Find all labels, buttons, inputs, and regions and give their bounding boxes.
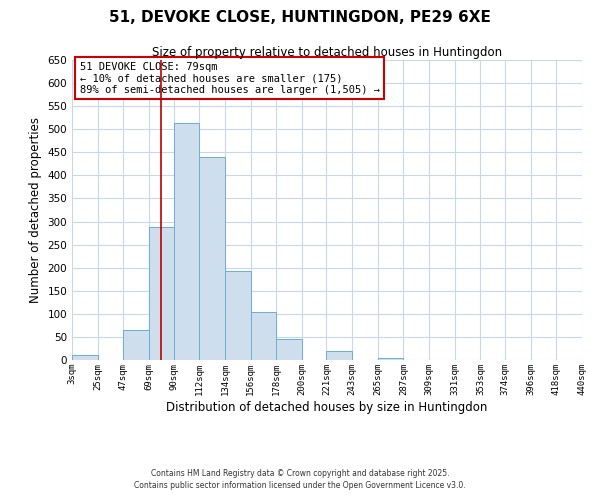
Bar [225, 272, 251, 360]
Text: 51, DEVOKE CLOSE, HUNTINGDON, PE29 6XE: 51, DEVOKE CLOSE, HUNTINGDON, PE29 6XE [109, 10, 491, 25]
Title: Size of property relative to detached houses in Huntingdon: Size of property relative to detached ho… [152, 46, 502, 59]
Bar [378, 358, 403, 360]
Bar [276, 339, 302, 360]
Bar [124, 330, 149, 360]
X-axis label: Distribution of detached houses by size in Huntingdon: Distribution of detached houses by size … [166, 400, 488, 413]
Text: 51 DEVOKE CLOSE: 79sqm
← 10% of detached houses are smaller (175)
89% of semi-de: 51 DEVOKE CLOSE: 79sqm ← 10% of detached… [80, 62, 380, 94]
Bar [72, 356, 98, 360]
Bar [199, 157, 225, 360]
Bar [326, 351, 352, 360]
Bar [173, 123, 199, 360]
Text: Contains HM Land Registry data © Crown copyright and database right 2025.
Contai: Contains HM Land Registry data © Crown c… [134, 468, 466, 490]
Bar [149, 227, 173, 360]
Bar [251, 312, 276, 360]
Y-axis label: Number of detached properties: Number of detached properties [29, 117, 42, 303]
